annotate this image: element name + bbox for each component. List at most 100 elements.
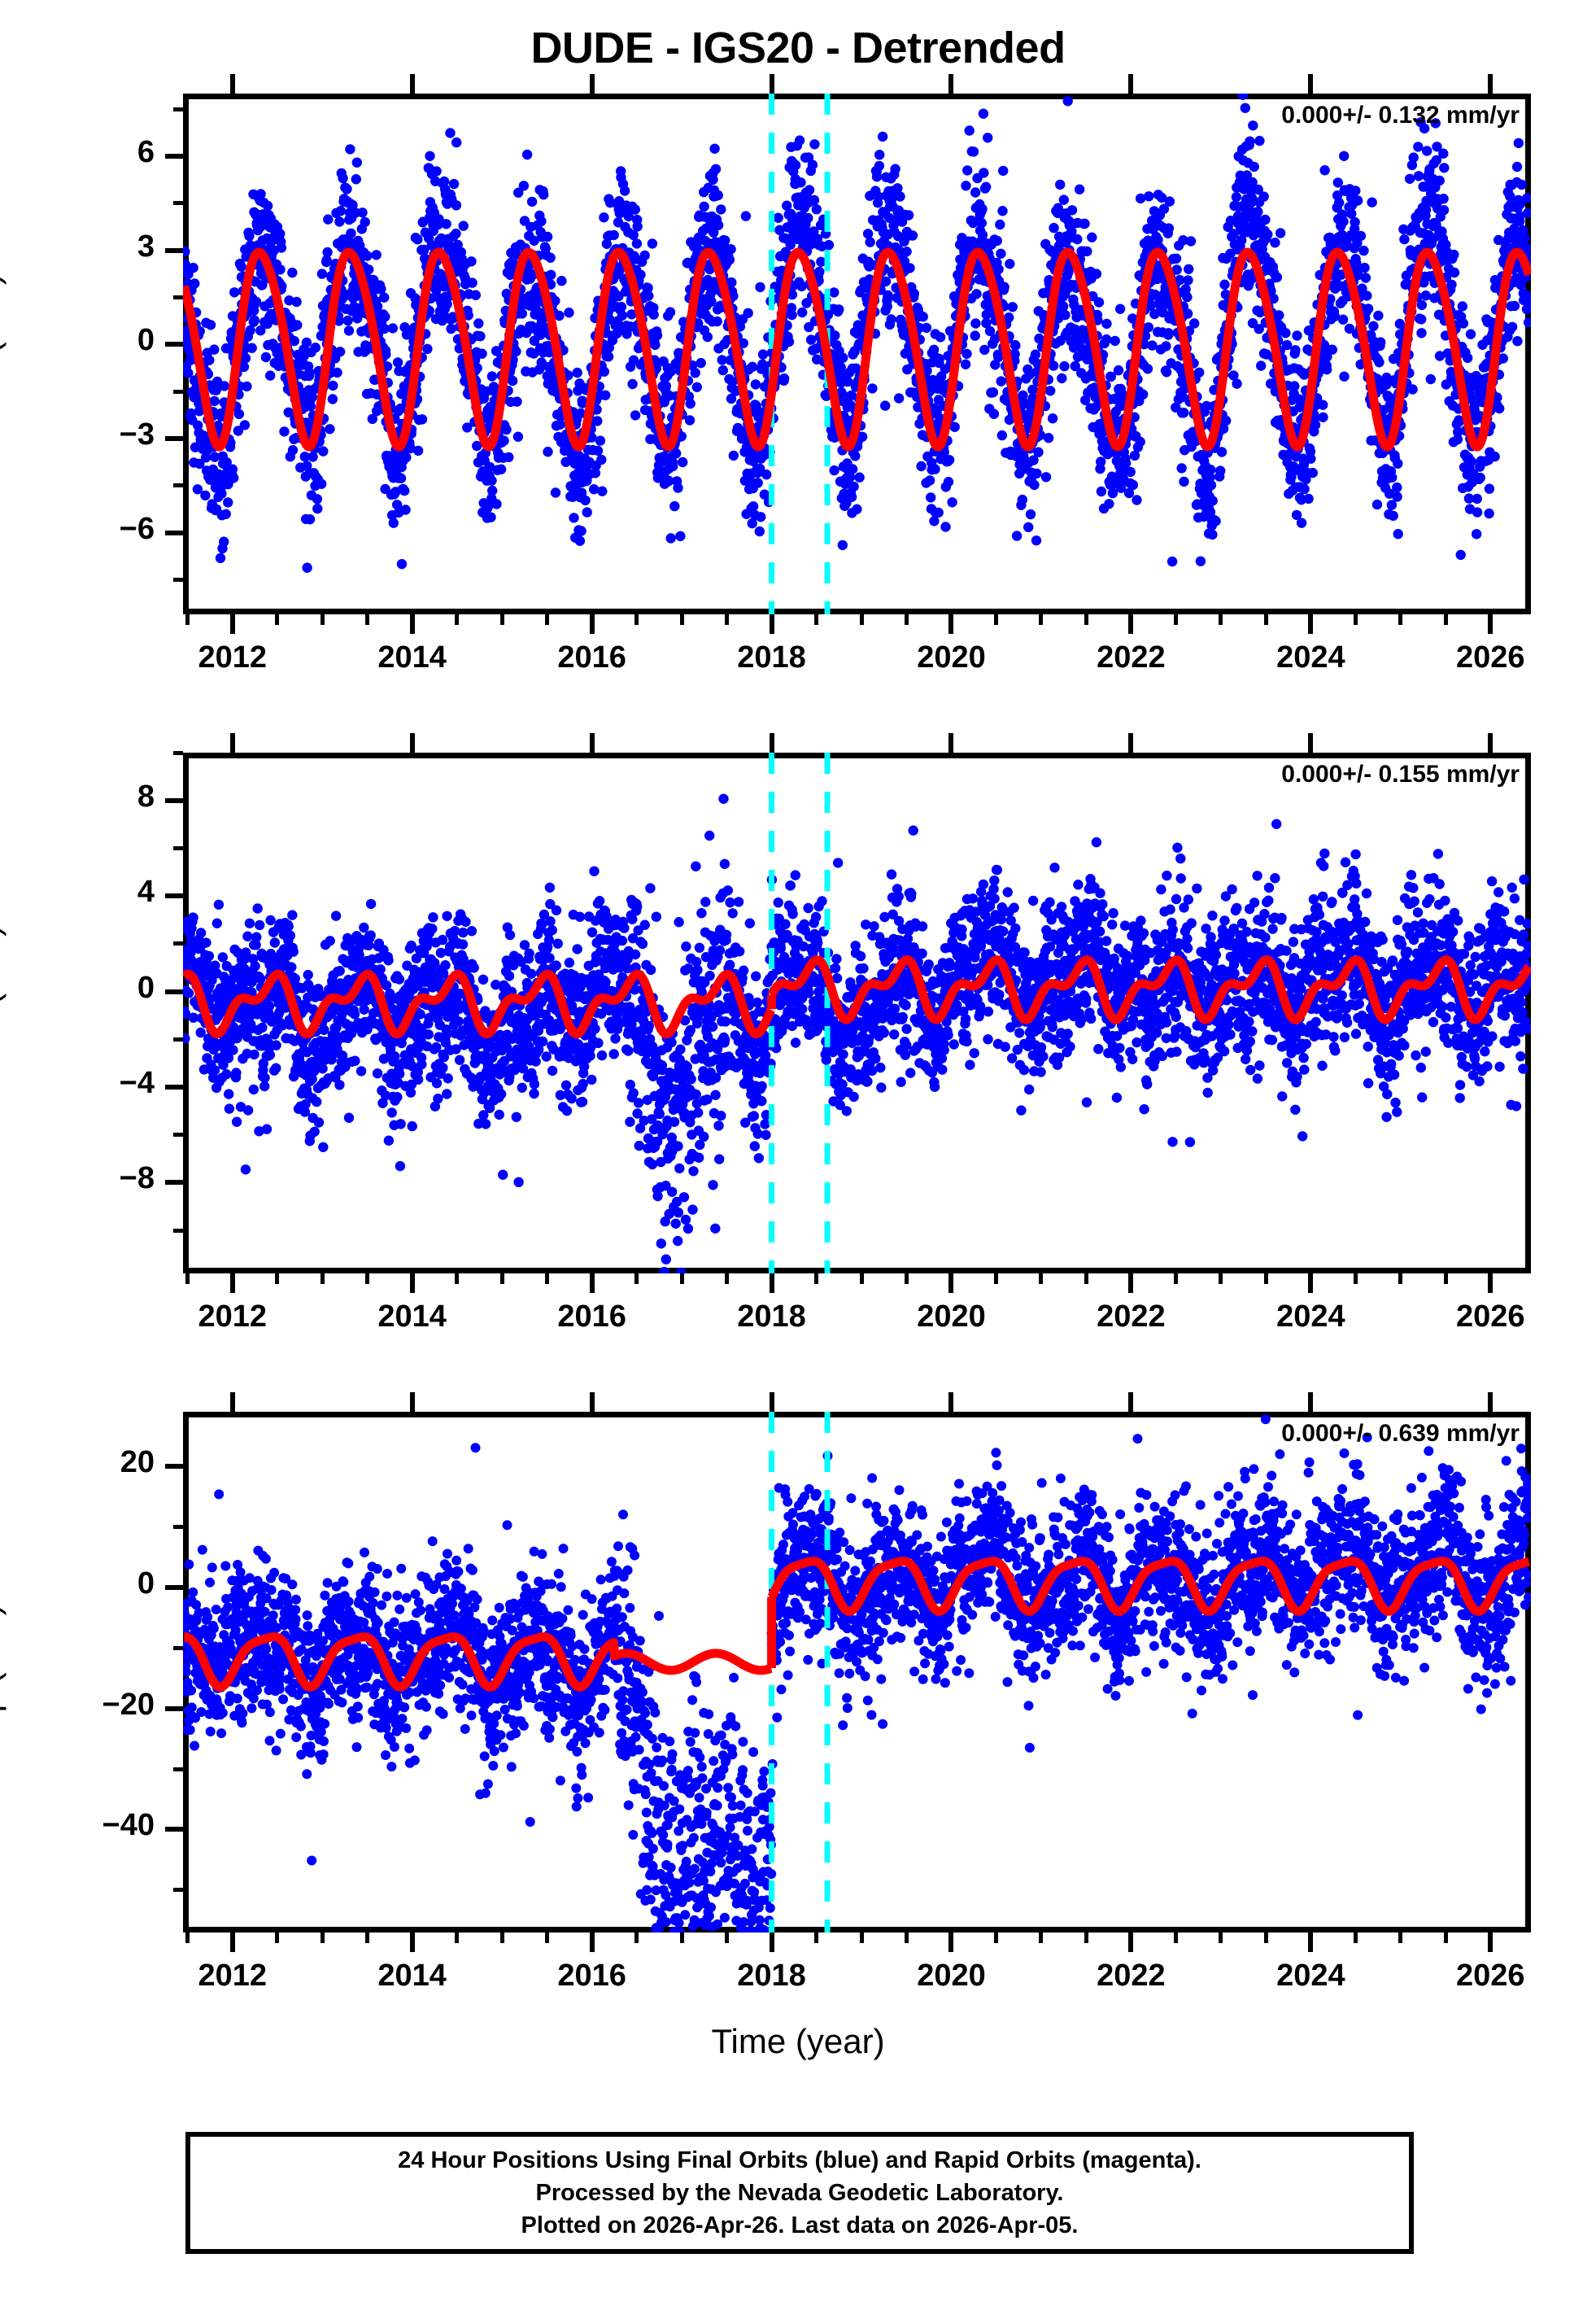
y-tick-label-up: −20 xyxy=(41,1688,155,1723)
x-minor-tick-east xyxy=(1264,614,1268,625)
x-minor-tick-north xyxy=(500,1273,504,1284)
x-minor-tick-up xyxy=(365,1933,369,1943)
x-tick-label-up: 2012 xyxy=(168,1959,298,1994)
x-minor-tick-east xyxy=(814,614,818,625)
x-tick-north xyxy=(770,1273,774,1293)
y-tick-up xyxy=(165,1706,183,1711)
x-tick-north xyxy=(230,1273,235,1293)
x-tick-north xyxy=(410,1273,415,1293)
x-tick-east xyxy=(230,614,235,634)
x-minor-tick-east xyxy=(994,614,998,625)
x-tick-label-north: 2016 xyxy=(527,1299,657,1334)
x-minor-tick-north xyxy=(634,1273,639,1284)
x-tick-east xyxy=(1128,614,1133,634)
x-top-tick-east xyxy=(1308,74,1313,94)
x-top-tick-north xyxy=(770,733,774,753)
caption-line-1: 24 Hour Positions Using Final Orbits (bl… xyxy=(398,2144,1201,2177)
x-top-tick-north xyxy=(590,733,595,753)
x-top-tick-up xyxy=(1308,1392,1313,1412)
x-minor-tick-up xyxy=(1039,1933,1043,1943)
y-tick-up xyxy=(165,1827,183,1832)
y-tick-east xyxy=(165,436,183,441)
x-top-tick-east xyxy=(948,74,953,94)
x-top-tick-up xyxy=(1128,1392,1133,1412)
x-minor-tick-east xyxy=(725,614,729,625)
y-axis-title-north: North (mm) xyxy=(0,841,7,1182)
data-points-east xyxy=(183,94,1531,573)
y-tick-up xyxy=(165,1585,183,1590)
x-tick-label-east: 2022 xyxy=(1066,640,1196,675)
x-tick-east xyxy=(948,614,953,634)
caption-line-2: Processed by the Nevada Geodetic Laborat… xyxy=(536,2177,1064,2209)
x-tick-label-up: 2020 xyxy=(886,1959,1016,1994)
x-minor-tick-up xyxy=(634,1933,639,1943)
y-tick-east xyxy=(165,531,183,535)
x-minor-tick-east xyxy=(1039,614,1043,625)
y-tick-north xyxy=(165,1180,183,1185)
y-tick-label-east: 3 xyxy=(41,229,155,264)
y-tick-east xyxy=(165,248,183,253)
x-axis-title: Time (year) xyxy=(0,2022,1596,2061)
x-top-tick-east xyxy=(1128,74,1133,94)
x-minor-tick-up xyxy=(1084,1933,1088,1943)
y-minor-tick-north xyxy=(173,1133,183,1137)
x-tick-north xyxy=(948,1273,953,1293)
x-tick-label-up: 2018 xyxy=(707,1959,837,1994)
y-tick-east xyxy=(165,154,183,159)
y-tick-east xyxy=(165,342,183,347)
x-minor-tick-north xyxy=(994,1273,998,1284)
panel-up: 0.000+/- 0.639 mm/yr 20 0 −20 −40 Up (mm) 2012… xyxy=(183,1412,1531,1933)
y-axis-title-up: Up (mm) xyxy=(0,1500,7,1841)
caption-box: 24 Hour Positions Using Final Orbits (bl… xyxy=(185,2132,1414,2254)
x-tick-east xyxy=(1308,614,1313,634)
y-tick-label-east: −6 xyxy=(41,512,155,547)
y-minor-tick-up xyxy=(173,1525,183,1529)
x-tick-label-up: 2024 xyxy=(1245,1959,1376,1994)
x-minor-tick-up xyxy=(545,1933,549,1943)
rate-label-north: 0.000+/- 0.155 mm/yr xyxy=(1281,761,1520,788)
x-minor-tick-east xyxy=(1084,614,1088,625)
x-top-tick-east xyxy=(1488,74,1493,94)
x-minor-tick-north xyxy=(1174,1273,1178,1284)
x-minor-tick-north xyxy=(814,1273,818,1284)
x-top-tick-up xyxy=(948,1392,953,1412)
x-minor-tick-north xyxy=(321,1273,325,1284)
x-minor-tick-up xyxy=(1174,1933,1178,1943)
x-tick-label-up: 2014 xyxy=(347,1959,477,1994)
x-minor-tick-east xyxy=(1219,614,1223,625)
plot-canvas-north xyxy=(183,753,1531,1273)
x-top-tick-north xyxy=(948,733,953,753)
x-top-tick-east xyxy=(770,74,774,94)
x-tick-label-north: 2022 xyxy=(1066,1299,1196,1334)
y-minor-tick-north xyxy=(173,846,183,850)
x-minor-tick-up xyxy=(1398,1933,1402,1943)
x-top-tick-north xyxy=(1128,733,1133,753)
x-minor-tick-east xyxy=(185,614,190,625)
rate-label-east: 0.000+/- 0.132 mm/yr xyxy=(1281,102,1520,129)
rate-label-up: 0.000+/- 0.639 mm/yr xyxy=(1281,1420,1520,1448)
x-minor-tick-up xyxy=(1354,1933,1358,1943)
x-minor-tick-east xyxy=(1444,614,1448,625)
x-minor-tick-north xyxy=(1398,1273,1402,1284)
y-tick-label-up: 0 xyxy=(41,1566,155,1601)
plot-canvas-up xyxy=(183,1412,1531,1933)
x-tick-north xyxy=(590,1273,595,1293)
x-tick-label-up: 2016 xyxy=(527,1959,657,1994)
y-tick-north xyxy=(165,798,183,803)
x-top-tick-east xyxy=(590,74,595,94)
x-top-tick-up xyxy=(1488,1392,1493,1412)
x-tick-label-east: 2018 xyxy=(707,640,837,675)
x-minor-tick-up xyxy=(860,1933,864,1943)
x-tick-up xyxy=(1128,1933,1133,1952)
x-minor-tick-up xyxy=(500,1933,504,1943)
x-minor-tick-east xyxy=(455,614,459,625)
x-minor-tick-up xyxy=(1219,1933,1223,1943)
x-top-tick-north xyxy=(1488,733,1493,753)
x-minor-tick-east xyxy=(905,614,909,625)
x-tick-label-east: 2014 xyxy=(347,640,477,675)
y-tick-label-up: 20 xyxy=(41,1445,155,1480)
x-tick-north xyxy=(1308,1273,1313,1293)
y-minor-tick-east xyxy=(173,107,183,111)
x-minor-tick-east xyxy=(1354,614,1358,625)
